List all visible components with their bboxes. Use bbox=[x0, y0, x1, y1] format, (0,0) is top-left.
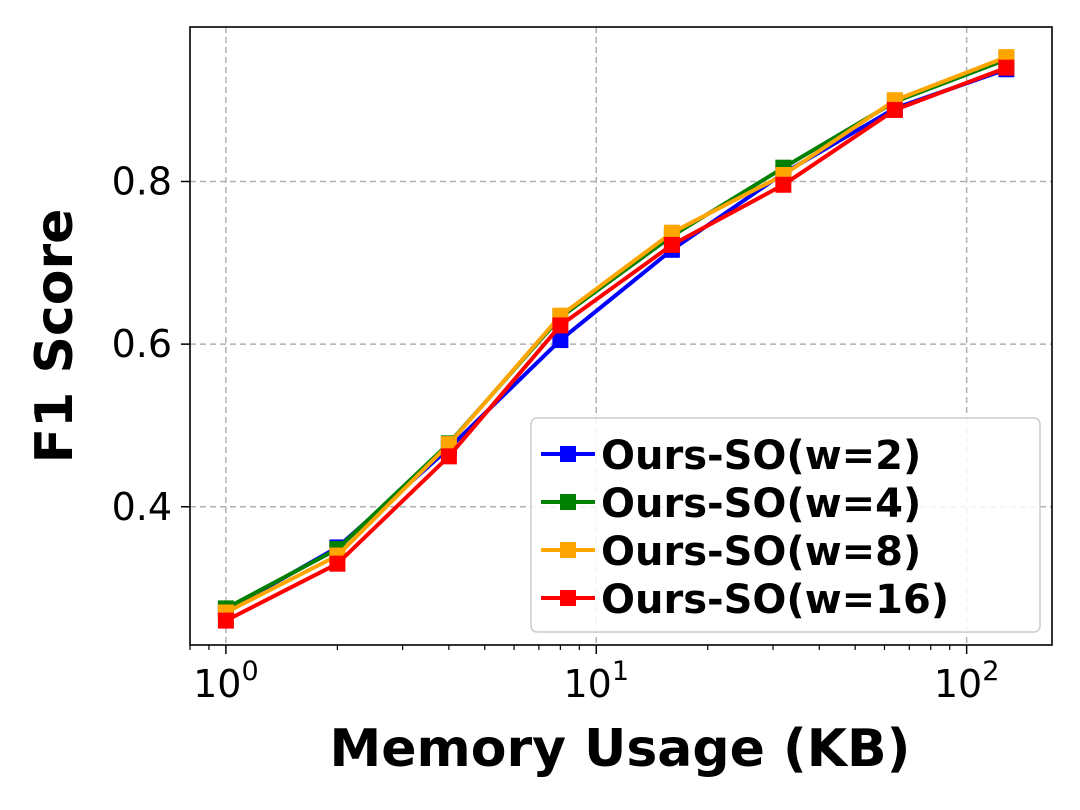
data-point bbox=[886, 101, 903, 118]
legend-item: Ours-SO(w=8) bbox=[541, 529, 921, 575]
x-axis-title: Memory Usage (KB) bbox=[330, 719, 911, 779]
plot-frame bbox=[189, 26, 1053, 646]
y-tick-label: 0.8 bbox=[112, 160, 172, 204]
x-tick-exponent: 1 bbox=[612, 656, 629, 687]
series-line bbox=[224, 55, 1008, 615]
legend-label: Ours-SO(w=2) bbox=[601, 433, 921, 479]
legend: Ours-SO(w=2)Ours-SO(w=4)Ours-SO(w=8)Ours… bbox=[530, 417, 1041, 633]
y-tick-label: 0.4 bbox=[112, 485, 172, 529]
x-tick-label: 102 bbox=[934, 656, 1000, 706]
x-tick-base: 10 bbox=[934, 662, 982, 706]
legend-marker bbox=[560, 542, 576, 558]
x-tick-exponent: 2 bbox=[982, 656, 999, 687]
x-tick-base: 10 bbox=[193, 662, 241, 706]
legend-item: Ours-SO(w=2) bbox=[541, 433, 921, 479]
y-axis-ticks: 0.4 0.6 0.8 bbox=[112, 160, 190, 529]
data-point bbox=[440, 436, 457, 453]
series-4 bbox=[217, 59, 1015, 629]
x-axis-ticks: 100 101 102 bbox=[189, 645, 1000, 706]
x-tick-exponent: 0 bbox=[241, 656, 258, 687]
series-lines bbox=[217, 49, 1015, 629]
data-point bbox=[552, 332, 569, 349]
data-point bbox=[440, 448, 457, 465]
data-point bbox=[663, 224, 680, 241]
y-tick-label: 0.6 bbox=[112, 322, 172, 366]
legend-label: Ours-SO(w=8) bbox=[601, 529, 921, 575]
legend-marker bbox=[560, 590, 576, 606]
data-point bbox=[552, 317, 569, 334]
x-tick-label: 100 bbox=[193, 656, 259, 706]
legend-marker bbox=[560, 494, 576, 510]
data-point bbox=[998, 59, 1015, 76]
x-tick-label: 101 bbox=[563, 656, 629, 706]
legend-label: Ours-SO(w=4) bbox=[601, 481, 921, 527]
data-point bbox=[329, 555, 346, 572]
data-point bbox=[663, 236, 680, 253]
legend-marker bbox=[560, 446, 576, 462]
legend-box bbox=[530, 417, 1041, 633]
legend-label: Ours-SO(w=16) bbox=[601, 577, 949, 623]
legend-item: Ours-SO(w=16) bbox=[541, 577, 949, 623]
data-point bbox=[775, 176, 792, 193]
x-tick-base: 10 bbox=[563, 662, 611, 706]
legend-item: Ours-SO(w=4) bbox=[541, 481, 921, 527]
y-axis-title: F1 Score bbox=[25, 209, 85, 464]
series-line bbox=[224, 65, 1008, 623]
data-point bbox=[217, 612, 234, 629]
